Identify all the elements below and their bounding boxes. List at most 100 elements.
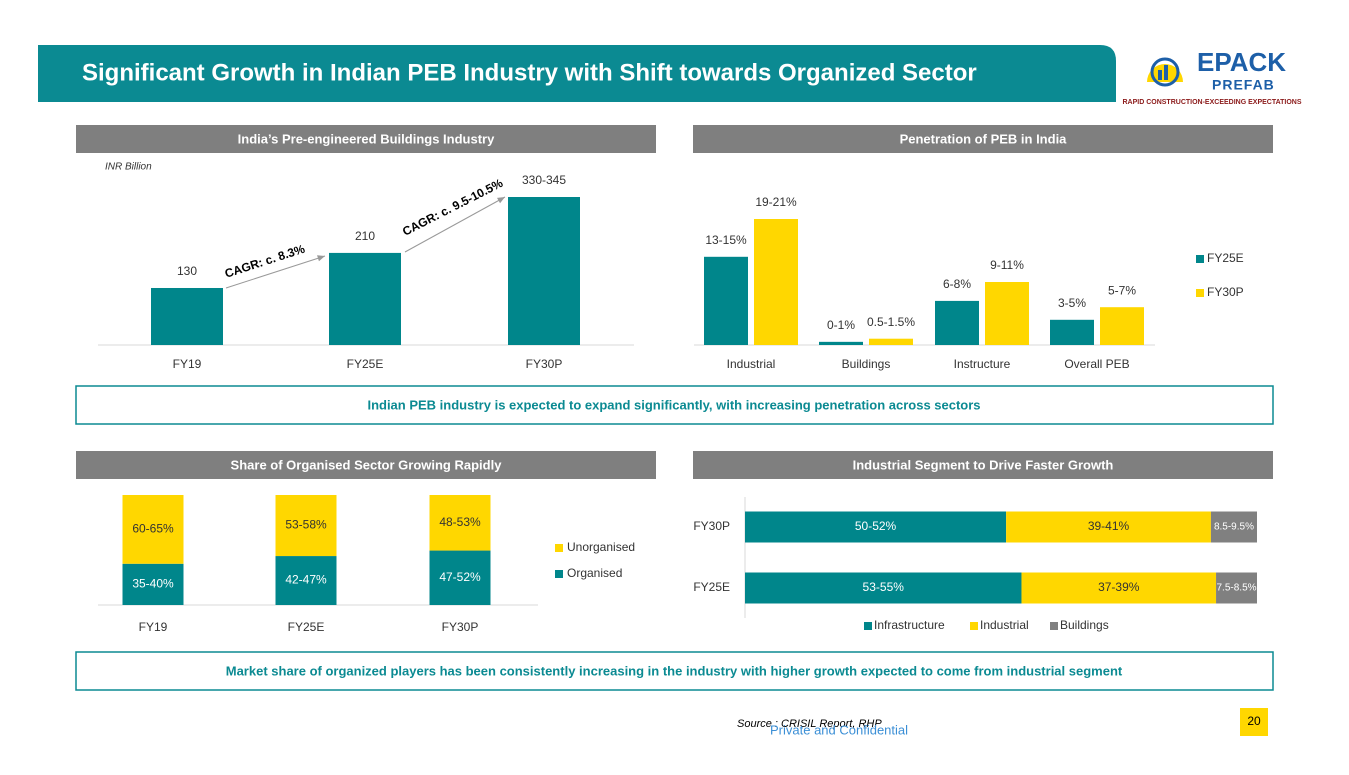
arrow-head [497,197,505,204]
value-label: 5-7% [1108,283,1136,297]
confidential: Private and Confidential [770,722,908,737]
bar [1100,307,1144,345]
bar [985,282,1029,345]
value-label: 3-5% [1058,296,1086,310]
logo-sub: PREFAB [1212,77,1275,93]
bar-segment [745,511,1007,543]
value-label: 13-15% [705,233,747,247]
value-label: 39-41% [1088,519,1130,533]
bar [819,341,863,345]
bar [935,300,979,345]
value-label: 330-345 [522,173,566,187]
x-tick-label: FY30P [526,357,563,371]
value-label: 60-65% [132,522,174,536]
value-label: 130 [177,264,197,278]
value-label: 48-53% [439,515,481,529]
annotation: CAGR: c. 8.3% [223,242,307,281]
legend-label: Unorganised [567,540,635,554]
source: Source : CRISIL Report, RHP [737,718,882,730]
value-label: 53-58% [285,518,327,532]
chart-title: Share of Organised Sector Growing Rapidl… [231,457,503,472]
bar-segment [1210,511,1257,543]
bar-segment [122,495,184,564]
value-label: 210 [355,229,375,243]
x-tick-label: Instructure [954,357,1011,371]
bar-segment [1021,572,1217,604]
banner-text: Indian PEB industry is expected to expan… [367,397,980,412]
legend-label: Industrial [980,618,1029,632]
y-tick-label: FY30P [693,519,730,533]
logo-tagline: RAPID CONSTRUCTION-EXCEEDING EXPECTATION… [1122,99,1301,106]
x-tick-label: FY19 [173,357,202,371]
value-label: 0.5-1.5% [867,315,915,329]
bar [151,287,223,345]
x-tick-label: FY19 [139,620,168,634]
value-label: 42-47% [285,573,327,587]
chart-header [76,451,656,479]
legend-label: Organised [567,566,622,580]
banner-box [75,385,1274,425]
x-tick-label: FY30P [442,620,479,634]
bar-segment [429,495,491,551]
value-label: 37-39% [1098,580,1140,594]
logo: EPACK PREFAB RAPID CONSTRUCTION-EXCEEDIN… [1122,47,1301,106]
x-tick-label: Industrial [727,357,776,371]
bar [704,256,748,345]
arrow-head [317,255,325,262]
legend-label: FY30P [1207,285,1244,299]
chart-header [76,125,656,153]
value-label: 6-8% [943,277,971,291]
logo-icon [1150,57,1180,87]
legend-swatch [555,544,563,552]
value-label: 9-11% [990,258,1024,272]
value-label: 35-40% [132,577,174,591]
bar-segment [122,563,184,605]
logo-name: EPACK [1197,47,1286,77]
legend-swatch [970,622,978,630]
logo-icon [1158,70,1162,80]
chart-header [693,125,1273,153]
legend-swatch [1050,622,1058,630]
legend-label: FY25E [1207,251,1244,265]
page-number-box [1240,708,1268,736]
bar [1050,319,1094,345]
value-label: 50-52% [855,519,897,533]
bar-segment [1216,572,1257,604]
bar-segment [275,556,337,605]
chart-title: India’s Pre-engineered Buildings Industr… [238,131,495,146]
legend-swatch [864,622,872,630]
x-tick-label: Buildings [842,357,891,371]
value-label: 19-21% [755,195,797,209]
legend-swatch [1196,255,1204,263]
chart-title: Penetration of PEB in India [900,131,1068,146]
logo-icon [1164,65,1168,80]
annotation: CAGR: c. 9.5-10.5% [400,176,505,239]
bar-segment [745,572,1022,604]
banner-text: Market share of organized players has be… [226,663,1123,678]
arrow [225,255,326,289]
chart-title: Industrial Segment to Drive Faster Growt… [853,457,1114,472]
value-label: 47-52% [439,570,481,584]
bar-segment [429,550,491,605]
title-bar [38,45,1116,102]
x-tick-label: Overall PEB [1064,357,1129,371]
chart-header [693,451,1273,479]
bar-segment [275,495,337,557]
legend-label: Infrastructure [874,618,945,632]
arrow [404,196,506,253]
bar-segment [1006,511,1211,543]
unit-label: INR Billion [105,162,152,173]
bar [508,197,580,345]
slide-title: Significant Growth in Indian PEB Industr… [82,59,977,86]
y-tick-label: FY25E [693,580,730,594]
x-tick-label: FY25E [347,357,384,371]
value-label: 53-55% [863,580,905,594]
bar [869,338,913,345]
legend-swatch [1196,289,1204,297]
bar [754,219,798,345]
legend-label: Buildings [1060,618,1109,632]
banner-box [75,651,1274,691]
value-label: 8.5-9.5% [1214,522,1254,533]
value-label: 7.5-8.5% [1217,583,1257,594]
